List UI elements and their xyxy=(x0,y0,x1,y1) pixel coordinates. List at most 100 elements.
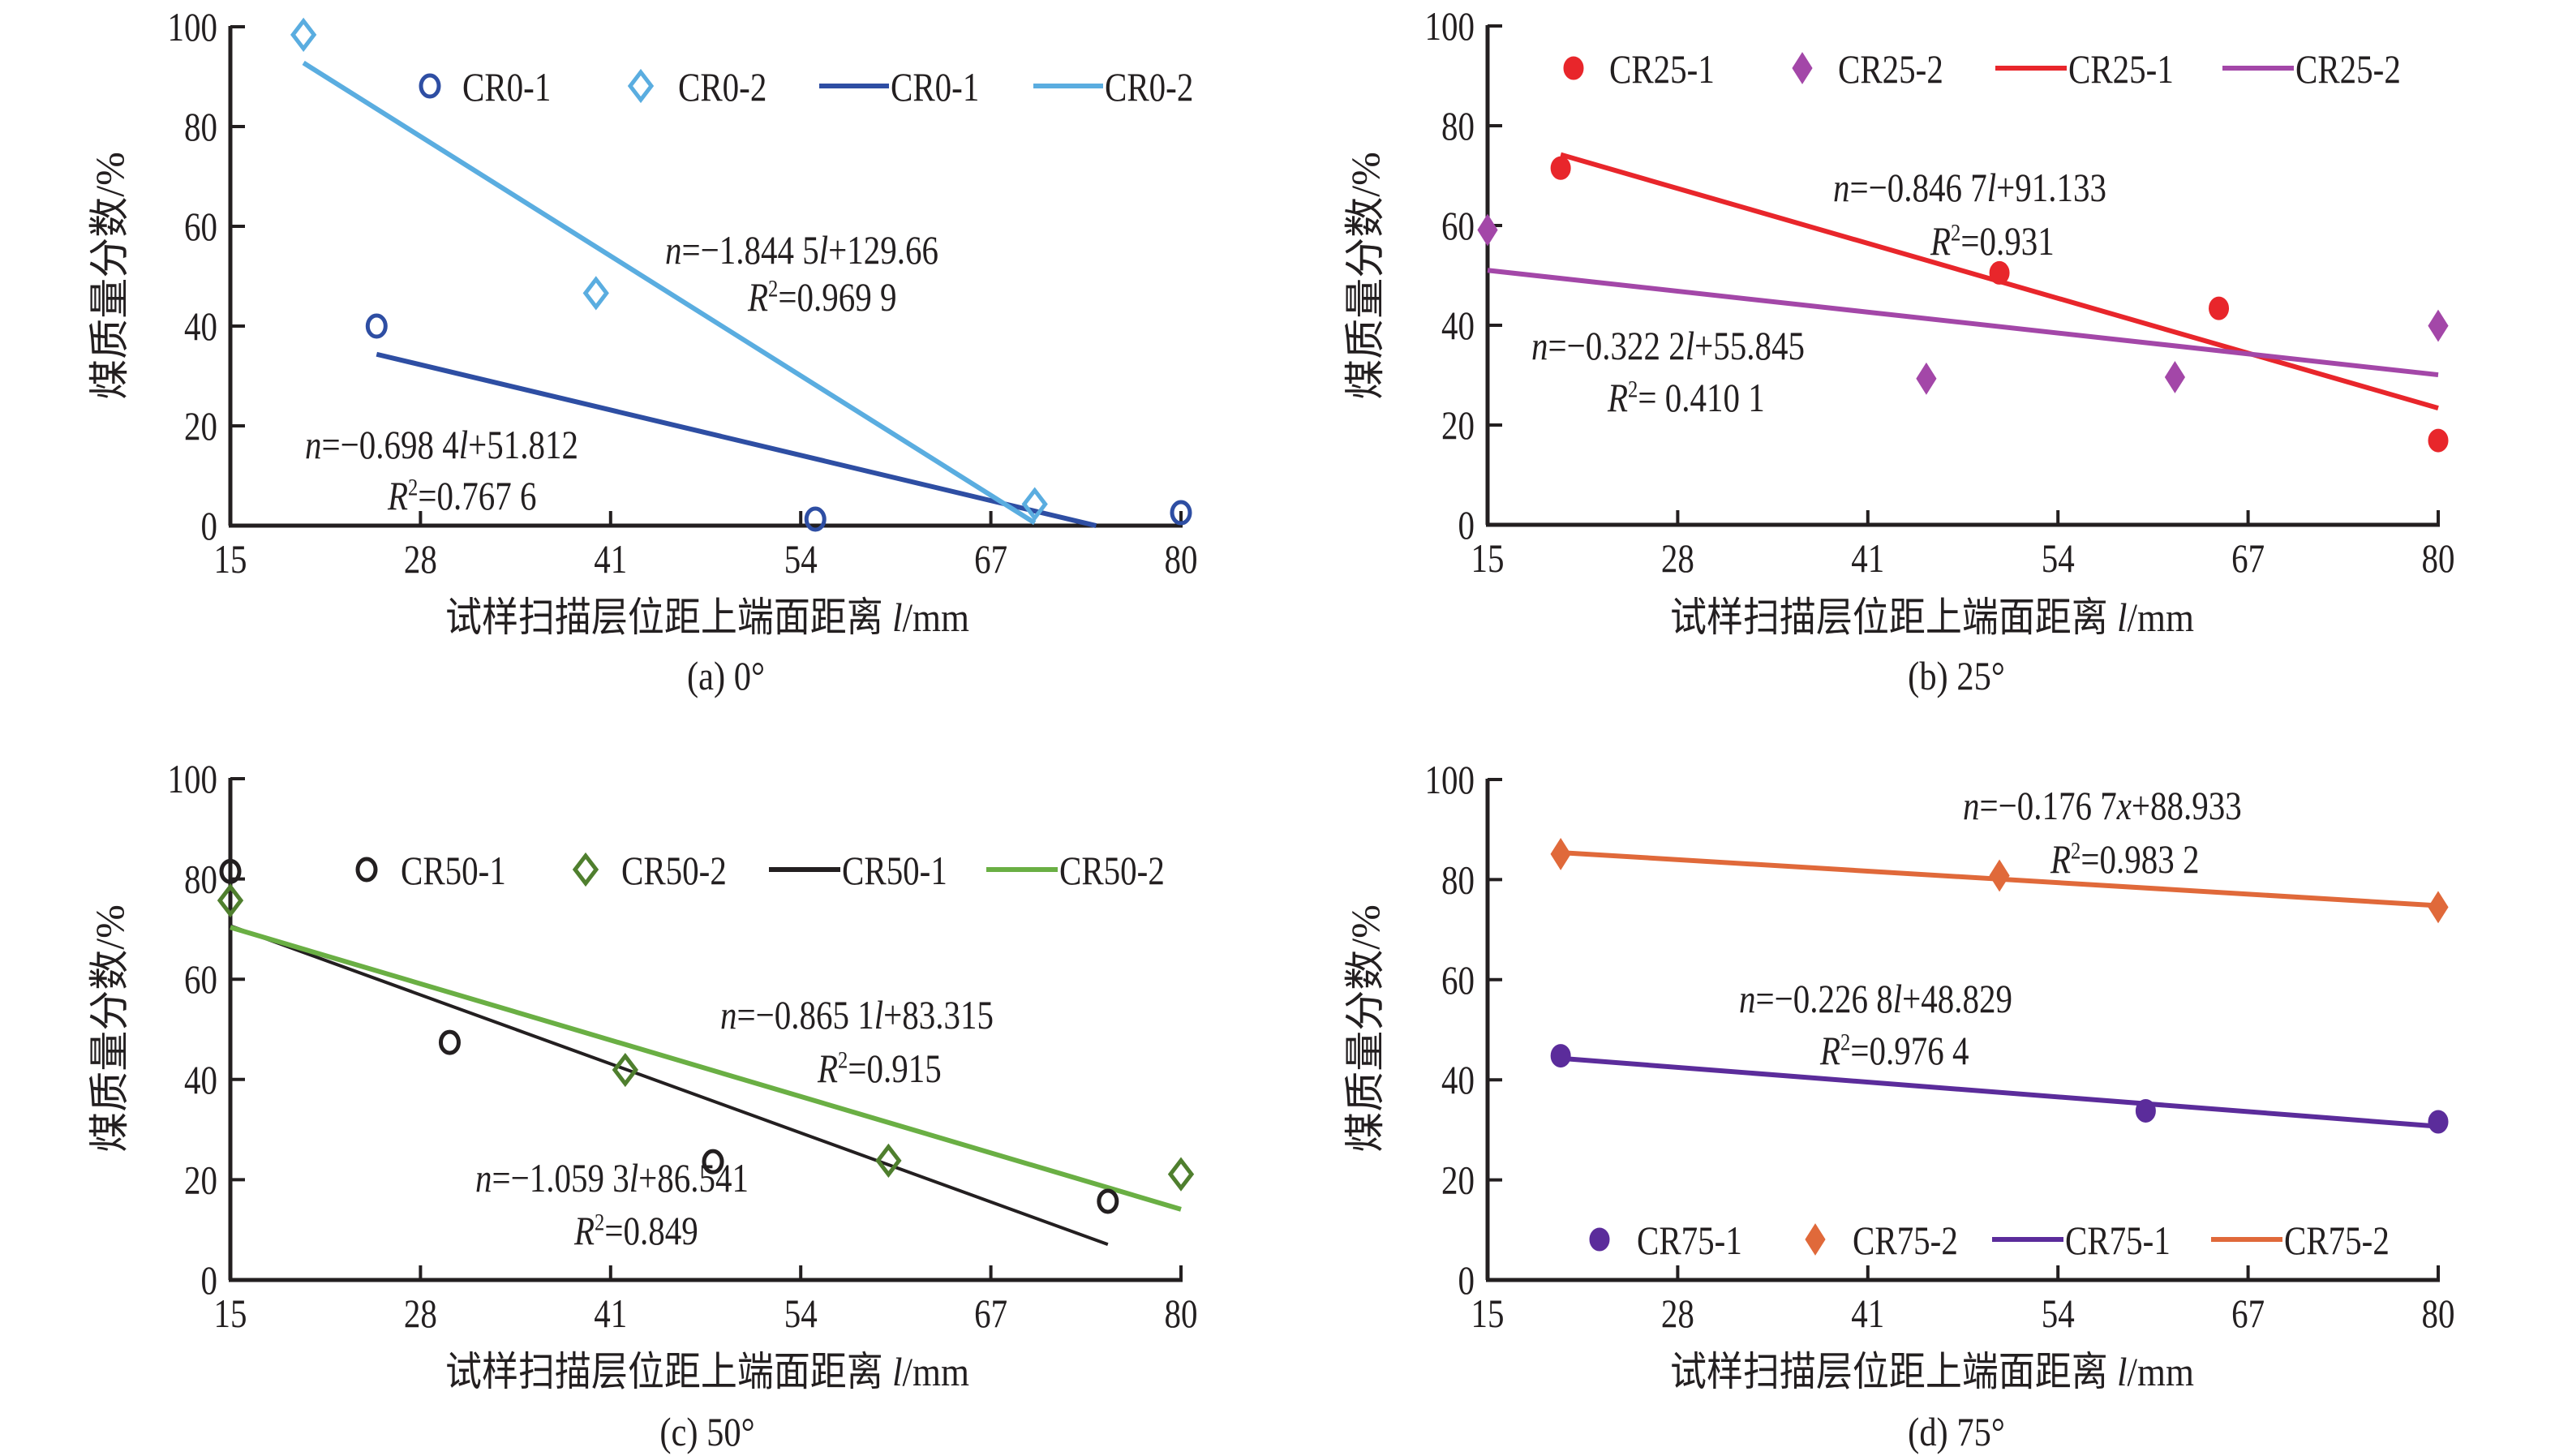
trendline-cr50-2 xyxy=(230,925,1182,1212)
equation-coefficient: =−0.322 2 xyxy=(1548,323,1685,368)
legend-label: CR50-2 xyxy=(621,848,727,893)
r-squared-exponent: 2 xyxy=(408,474,418,500)
equation-variable: n xyxy=(1833,165,1849,210)
data-point-cr50-1 xyxy=(219,858,242,884)
y-tick-label: 20 xyxy=(1441,1157,1475,1203)
x-tick-label: 67 xyxy=(974,1291,1007,1336)
data-point-cr25-1 xyxy=(1550,156,1571,180)
equation-intercept: +51.812 xyxy=(468,422,578,467)
legend-label: CR75-1 xyxy=(2065,1218,2171,1263)
trendline-equation: n=−0.698 4l+51.812 xyxy=(305,422,578,467)
x-tick-label: 28 xyxy=(404,1291,437,1336)
x-axis-title-unit: /mm xyxy=(903,1351,969,1395)
trendline-equation: n=−0.176 7x+88.933 xyxy=(1963,783,2242,828)
x-axis-title-unit: /mm xyxy=(2128,1351,2194,1395)
chart-panel-b: 0 20 40 60 80 100 15 28 41 54 67 80 煤质量分数/% 试样扫描层位距上端… xyxy=(1342,3,2454,699)
trendline-equation: n=−0.846 7l+91.133 xyxy=(1833,165,2106,210)
r-squared-value: =0.976 4 xyxy=(1850,1028,1969,1073)
equation-intercept: +86.541 xyxy=(638,1155,749,1200)
equation-variable: l xyxy=(874,992,883,1037)
legend-marker-cr50-2 xyxy=(572,852,599,887)
chart-panel-d: 0 20 40 60 80 100 15 28 41 54 67 80 煤质量分数/% 试样扫描层位距上端… xyxy=(1342,757,2454,1455)
legend-label: CR0-2 xyxy=(678,64,766,110)
equation-variable: l xyxy=(1893,976,1902,1021)
data-point-cr75-1 xyxy=(2428,1110,2449,1134)
panel-caption: (d) 75° xyxy=(1908,1411,2005,1455)
r-squared-symbol: R xyxy=(1930,218,1951,264)
y-tick-label: 60 xyxy=(184,956,217,1002)
y-tick-label: 0 xyxy=(1458,1257,1475,1303)
x-axis-title-variable: l xyxy=(2117,596,2128,641)
equation-coefficient: =−1.059 3 xyxy=(492,1155,629,1200)
r-squared-value: =0.983 2 xyxy=(2080,836,2199,882)
data-point-cr25-2 xyxy=(1477,213,1498,247)
y-tick-label: 40 xyxy=(1441,1057,1475,1102)
r-squared-value: =0.767 6 xyxy=(418,473,536,518)
y-tick-label: 100 xyxy=(1425,3,1475,49)
legend-label: CR50-2 xyxy=(1059,848,1165,893)
trendline-cr0-1 xyxy=(376,351,1097,528)
x-tick-label: 67 xyxy=(2231,1291,2265,1336)
equation-coefficient: =−0.698 4 xyxy=(321,422,458,467)
chart-panel-a: 0 20 40 60 80 100 15 28 41 54 67 80 煤质量分数/% 试样扫描层位距上端… xyxy=(87,4,1197,699)
data-point-cr0-2 xyxy=(582,276,609,311)
trendline-equation: n=−1.059 3l+86.541 xyxy=(475,1155,749,1200)
r-squared-symbol: R xyxy=(817,1046,838,1091)
trendline-cr50-1 xyxy=(230,924,1109,1247)
data-point-cr0-2 xyxy=(290,17,317,52)
data-point-cr75-2 xyxy=(2428,891,2449,924)
y-axis-title: 煤质量分数/% xyxy=(87,904,132,1153)
x-axis-title-text: 试样扫描层位距上端面距离 xyxy=(1670,1351,2117,1395)
r-squared-value: =0.969 9 xyxy=(778,274,896,320)
x-tick-label: 67 xyxy=(2231,535,2265,581)
r-squared-label: R2=0.767 6 xyxy=(387,473,536,518)
equation-variable: n xyxy=(1531,323,1548,368)
r-squared-label: R2= 0.410 1 xyxy=(1607,375,1765,420)
trendline-cr75-1 xyxy=(1560,1055,2439,1129)
legend-label: CR75-1 xyxy=(1637,1218,1742,1263)
r-squared-label: R2=0.976 4 xyxy=(1819,1028,1969,1073)
trendline-equation: n=−0.322 2l+55.845 xyxy=(1531,323,1805,368)
x-axis-title-text: 试样扫描层位距上端面距离 xyxy=(445,1351,892,1395)
y-tick-label: 0 xyxy=(201,1257,217,1303)
x-axis-title-text: 试样扫描层位距上端面距离 xyxy=(445,596,892,641)
equation-coefficient: =−0.846 7 xyxy=(1849,165,1986,210)
x-tick-label: 41 xyxy=(594,1291,627,1336)
y-tick-label: 100 xyxy=(1425,757,1475,802)
x-tick-label: 15 xyxy=(214,536,247,582)
data-point-cr50-2 xyxy=(217,883,244,918)
x-axis-title-text: 试样扫描层位距上端面距离 xyxy=(1670,596,2117,641)
y-tick-label: 100 xyxy=(168,4,217,49)
x-tick-label: 15 xyxy=(214,1291,247,1336)
y-axis-title: 煤质量分数/% xyxy=(1342,904,1388,1153)
data-point-cr50-1 xyxy=(702,1149,724,1175)
r-squared-value: =0.931 xyxy=(1960,218,2054,264)
equation-variable: n xyxy=(1963,783,1979,828)
x-axis-title-variable: l xyxy=(892,596,903,641)
r-squared-exponent: 2 xyxy=(1951,219,1960,246)
x-tick-label: 28 xyxy=(1661,1291,1694,1336)
data-point-cr25-2 xyxy=(2164,361,2186,393)
panel-caption: (b) 25° xyxy=(1908,655,2005,699)
data-point-cr75-2 xyxy=(1989,859,2010,892)
y-tick-label: 20 xyxy=(1441,402,1475,448)
x-tick-label: 54 xyxy=(2042,1291,2075,1336)
r-squared-label: R2=0.849 xyxy=(573,1208,698,1253)
y-tick-label: 100 xyxy=(168,756,217,801)
r-squared-symbol: R xyxy=(2050,836,2071,882)
legend-label: CR25-1 xyxy=(2068,46,2174,92)
x-tick-label: 54 xyxy=(784,536,818,582)
panel-caption: (a) 0° xyxy=(687,655,765,699)
data-point-cr75-2 xyxy=(1550,837,1571,870)
chart-panel-c: 0 20 40 60 80 100 15 28 41 54 67 80 煤质量分数/% 试样扫描层位距上端… xyxy=(87,756,1197,1455)
data-point-cr50-1 xyxy=(1097,1188,1119,1214)
x-tick-label: 41 xyxy=(1851,535,1884,581)
r-squared-label: R2=0.931 xyxy=(1930,218,2055,264)
legend-marker-cr50-1 xyxy=(355,857,378,883)
x-tick-label: 80 xyxy=(1165,1291,1198,1336)
equation-variable: n xyxy=(665,227,681,273)
equation-variable: l xyxy=(459,422,468,467)
legend-label: CR75-2 xyxy=(1853,1218,1958,1263)
y-tick-label: 60 xyxy=(184,204,217,249)
data-point-cr25-1 xyxy=(2428,428,2449,453)
